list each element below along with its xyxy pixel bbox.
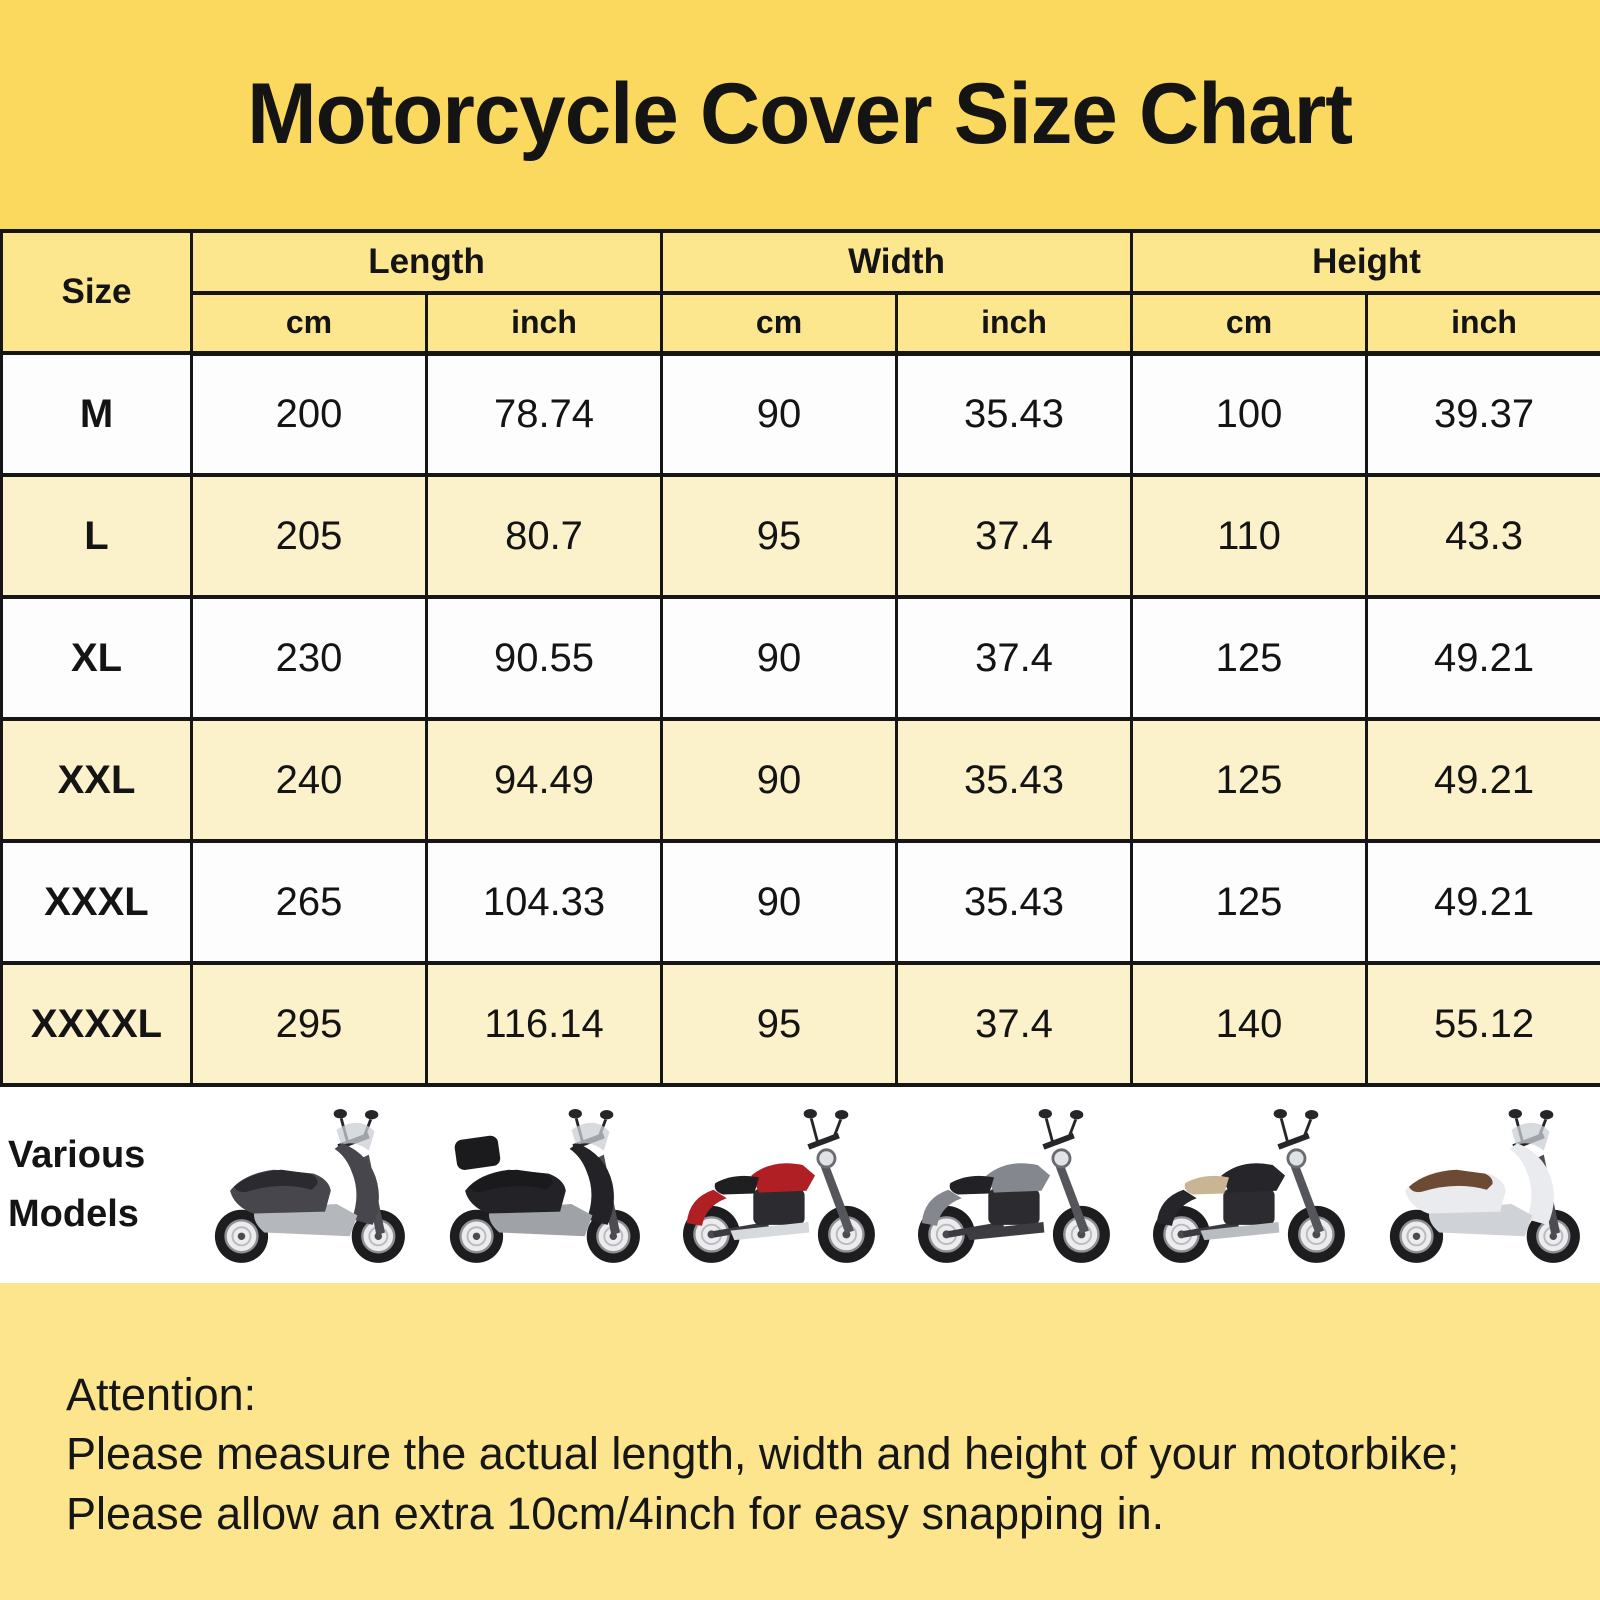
cell-height-cm: 125 [1130,717,1369,843]
cell-width-cm: 95 [660,961,899,1087]
table-row: L 205 80.7 95 37.4 110 43.3 [0,473,1600,599]
bike-slot [660,1087,895,1283]
table-row: M 200 78.74 90 35.43 100 39.37 [0,351,1600,477]
row-size-label: L [0,473,193,599]
cell-height-inch: 43.3 [1365,473,1600,599]
table-row: XL 230 90.55 90 37.4 125 49.21 [0,595,1600,721]
cell-length-inch: 94.49 [424,717,664,843]
header-length: Length [189,229,664,295]
cell-height-inch: 39.37 [1365,351,1600,477]
header-length-cm: cm [190,291,428,356]
cell-width-inch: 37.4 [895,473,1134,599]
bike-slot [190,1087,425,1283]
row-size-label: XL [0,595,193,721]
cell-width-cm: 90 [660,595,899,721]
attention-section: Attention: Please measure the actual len… [0,1283,1600,1600]
red-cruiser-image [682,1109,875,1263]
gray-naked-bike-image [917,1109,1110,1263]
dark-gray-maxi-scooter-image [214,1109,405,1263]
cell-height-cm: 100 [1130,351,1369,477]
cell-height-inch: 49.21 [1365,717,1600,843]
cell-length-cm: 295 [190,961,428,1087]
page-title: Motorcycle Cover Size Chart [247,66,1354,162]
attention-heading: Attention: [66,1369,257,1420]
cell-height-cm: 140 [1130,961,1369,1087]
cell-length-cm: 205 [190,473,428,599]
cell-length-inch: 80.7 [424,473,664,599]
white-scooter-image [1389,1109,1580,1263]
cell-width-inch: 37.4 [895,961,1134,1087]
table-row: XXL 240 94.49 90 35.43 125 49.21 [0,717,1600,843]
models-strip [190,1087,1600,1283]
bike-slot [1130,1087,1365,1283]
table-row: XXXL 265 104.33 90 35.43 125 49.21 [0,839,1600,965]
cell-length-cm: 200 [190,351,428,477]
row-size-label: XXL [0,717,193,843]
header-length-inch: inch [424,291,664,356]
cell-length-inch: 104.33 [424,839,664,965]
cell-width-inch: 35.43 [895,351,1134,477]
cell-width-cm: 90 [660,717,899,843]
row-size-label: XXXXL [0,961,193,1087]
header-width: Width [660,229,1134,295]
header-size: Size [0,229,193,355]
bike-slot [895,1087,1130,1283]
cell-height-inch: 49.21 [1365,595,1600,721]
cell-height-cm: 125 [1130,595,1369,721]
cell-width-cm: 90 [660,351,899,477]
cell-width-inch: 37.4 [895,595,1134,721]
cell-length-cm: 230 [190,595,428,721]
attention-line-1: Please measure the actual length, width … [66,1428,1460,1480]
black-scooter-top-case-image [449,1109,640,1263]
size-table-body: M 200 78.74 90 35.43 100 39.37 L 205 80.7 95 37.4 11… [0,351,1600,1087]
header-height-cm: cm [1130,291,1369,356]
table-header-group-row: Size Length Width Height [0,229,1600,355]
header-height-inch: inch [1365,291,1600,356]
models-row: Various Models [0,1087,1600,1283]
cell-height-inch: 49.21 [1365,839,1600,965]
attention-line-2: Please allow an extra 10cm/4inch for eas… [66,1487,1165,1539]
cell-height-cm: 125 [1130,839,1369,965]
cell-length-inch: 78.74 [424,351,664,477]
row-size-label: XXXL [0,839,193,965]
row-size-label: M [0,351,193,477]
table-header-unit-row: cm inch cm inch cm inch [2,291,1600,356]
size-chart-table: Size Length Width Height cm inch cm inch… [0,229,1600,1087]
bike-slot [425,1087,660,1283]
cell-length-inch: 90.55 [424,595,664,721]
header-height: Height [1130,229,1600,295]
cell-height-inch: 55.12 [1365,961,1600,1087]
cell-length-cm: 240 [190,717,428,843]
table-header: Size Length Width Height cm inch cm inch… [0,229,1600,356]
cell-length-cm: 265 [190,839,428,965]
header-width-cm: cm [660,291,899,356]
cell-height-cm: 110 [1130,473,1369,599]
bike-slot [1365,1087,1600,1283]
title-band: Motorcycle Cover Size Chart [0,0,1600,229]
cell-width-inch: 35.43 [895,717,1134,843]
black-tan-scrambler-image [1152,1109,1345,1263]
cell-width-cm: 90 [660,839,899,965]
table-row: XXXXL 295 116.14 95 37.4 140 55.12 [0,961,1600,1087]
header-width-inch: inch [895,291,1134,356]
cell-length-inch: 116.14 [424,961,664,1087]
models-label: Various Models [8,1134,146,1235]
cell-width-cm: 95 [660,473,899,599]
cell-width-inch: 35.43 [895,839,1134,965]
